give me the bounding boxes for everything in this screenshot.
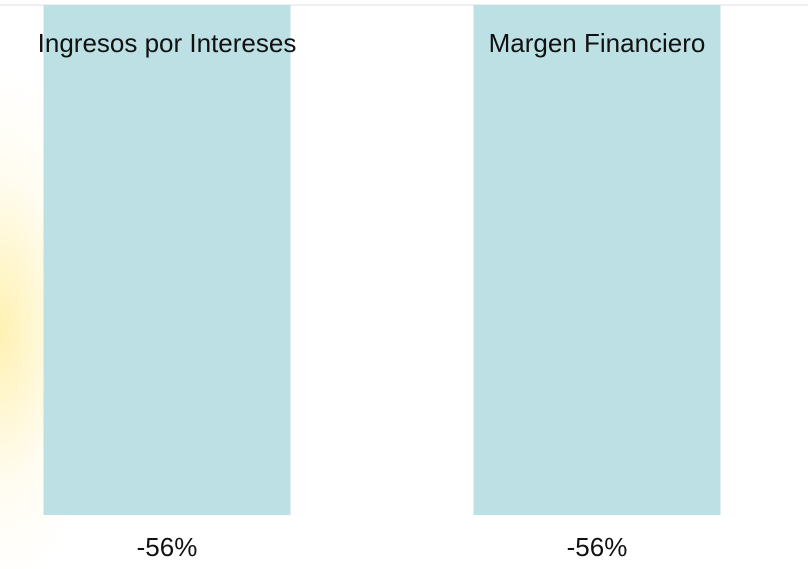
category-label: Margen Financiero bbox=[489, 28, 706, 58]
value-label: -56% bbox=[137, 532, 198, 562]
bar bbox=[473, 5, 721, 515]
bar bbox=[43, 5, 291, 515]
value-label: -56% bbox=[567, 532, 628, 562]
category-label: Ingresos por Intereses bbox=[38, 28, 297, 58]
